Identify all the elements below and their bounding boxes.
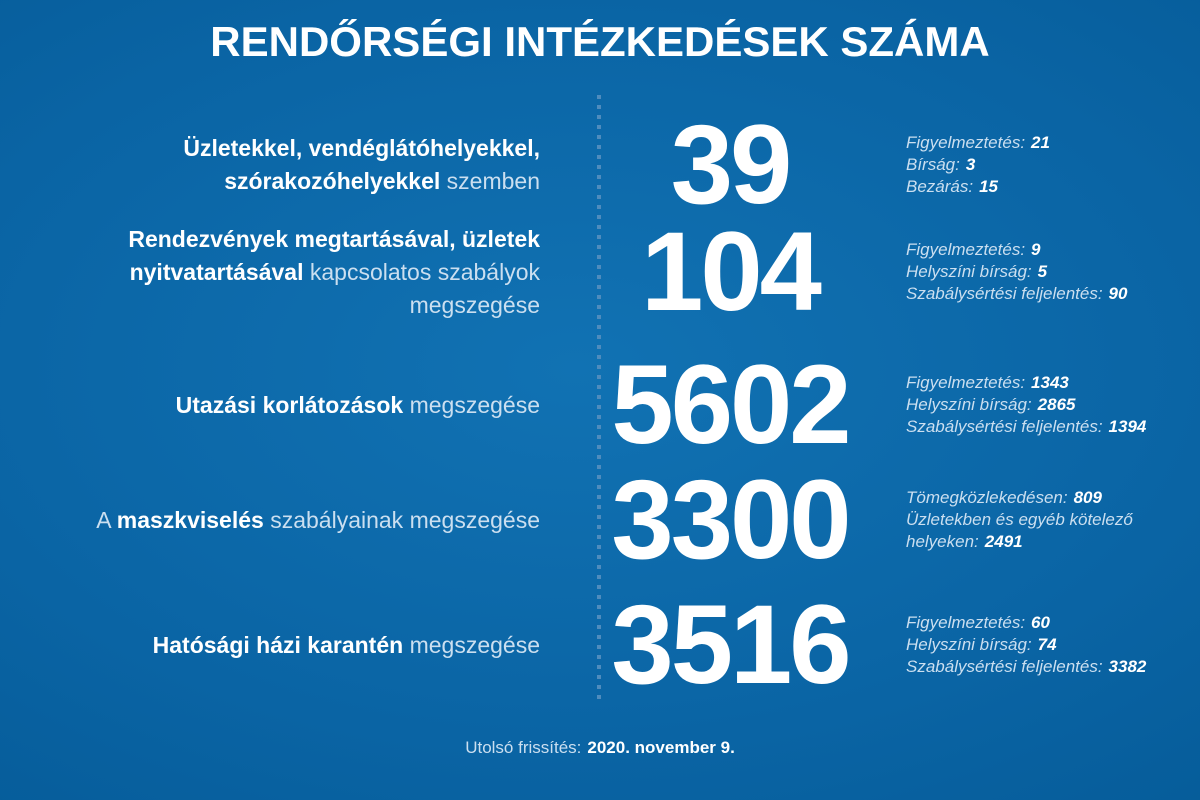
last-updated-label: Utolsó frissítés:	[465, 738, 582, 757]
breakdown-value: 9	[1031, 240, 1041, 259]
breakdown-line: Bírság: 3	[906, 154, 1190, 176]
stat-value: 3300	[611, 457, 851, 582]
stat-row-masks: A maszkviselés szabályainak megszegése 3…	[0, 455, 1200, 585]
breakdown-label: Helyszíni bírság:	[906, 635, 1032, 654]
category-label: Utazási korlátozások megszegése	[0, 389, 570, 422]
stat-breakdown: Figyelmeztetés: 1343 Helyszíni bírság: 286…	[890, 372, 1190, 438]
breakdown-line: Helyszíni bírság: 5	[906, 261, 1190, 283]
breakdown-value: 15	[979, 177, 999, 196]
stat-breakdown: Figyelmeztetés: 60 Helyszíni bírság: 74 Sz…	[890, 612, 1190, 678]
breakdown-line: Szabálysértési feljelentés: 90	[906, 283, 1190, 305]
stat-row-shops: Üzletekkel, vendéglátóhelyekkel, szórako…	[0, 100, 1200, 230]
category-label-light: szabályainak megszegése	[263, 506, 540, 533]
breakdown-value: 90	[1108, 284, 1128, 303]
category-label-bold: Utazási korlátozások	[175, 391, 404, 418]
stat-value: 104	[641, 209, 822, 334]
category-label-light: megszegése	[403, 391, 540, 418]
breakdown-value: 60	[1031, 613, 1050, 632]
category-label-light: szemben	[440, 168, 540, 194]
breakdown-line: Bezárás: 15	[906, 176, 1190, 198]
stat-row-travel: Utazási korlátozások megszegése 5602 Fig…	[0, 340, 1200, 470]
breakdown-value: 3	[965, 155, 976, 174]
breakdown-label: Szabálysértési feljelentés:	[906, 657, 1103, 676]
breakdown-value: 809	[1073, 488, 1102, 507]
breakdown-label: Figyelmeztetés:	[906, 133, 1026, 152]
breakdown-line: Figyelmeztetés: 1343	[906, 372, 1190, 394]
stat-value: 5602	[611, 342, 851, 467]
breakdown-label: Helyszíni bírság:	[906, 262, 1032, 281]
breakdown-label: Tömegközlekedésen:	[906, 488, 1068, 507]
stat-breakdown: Tömegközlekedésen: 809 Üzletekben és egyé…	[890, 487, 1190, 553]
breakdown-label: Szabálysértési feljelentés:	[906, 417, 1103, 436]
category-label: Rendezvények megtartásával, üzletek nyit…	[0, 223, 570, 322]
breakdown-line: Üzletekben és egyéb kötelező helyeken: 24…	[906, 509, 1190, 553]
category-label: Hatósági házi karantén megszegése	[0, 629, 570, 662]
category-label: A maszkviselés szabályainak megszegése	[0, 504, 570, 537]
stat-value: 3516	[611, 582, 851, 707]
breakdown-line: Tömegközlekedésen: 809	[906, 487, 1190, 509]
stat-row-quarantine: Hatósági házi karantén megszegése 3516 F…	[0, 580, 1200, 710]
dotted-divider	[597, 95, 601, 701]
breakdown-value: 21	[1031, 133, 1050, 152]
breakdown-line: Figyelmeztetés: 21	[906, 132, 1190, 154]
category-label-light: A	[96, 506, 117, 533]
breakdown-line: Helyszíni bírság: 74	[906, 634, 1190, 656]
category-label-bold: Hatósági házi karantén	[152, 631, 404, 658]
stat-row-events: Rendezvények megtartásával, üzletek nyit…	[0, 207, 1200, 337]
breakdown-line: Szabálysértési feljelentés: 3382	[906, 656, 1190, 678]
breakdown-line: Helyszíni bírság: 2865	[906, 394, 1190, 416]
stat-breakdown: Figyelmeztetés: 9 Helyszíni bírság: 5 Szab…	[890, 239, 1190, 305]
breakdown-label: Figyelmeztetés:	[906, 613, 1026, 632]
category-label-bold: Rendezvények megtartásával, üzletek nyit…	[128, 225, 540, 285]
category-label-bold: maszkviselés	[116, 506, 264, 533]
page-title: RENDŐRSÉGI INTÉZKEDÉSEK SZÁMA	[210, 18, 990, 65]
breakdown-line: Figyelmeztetés: 60	[906, 612, 1190, 634]
breakdown-value: 5	[1037, 262, 1048, 281]
breakdown-value: 2865	[1037, 395, 1076, 414]
breakdown-value: 74	[1037, 635, 1057, 654]
breakdown-line: Figyelmeztetés: 9	[906, 239, 1190, 261]
breakdown-value: 2491	[984, 532, 1023, 551]
category-label: Üzletekkel, vendéglátóhelyekkel, szórako…	[0, 132, 570, 198]
stat-value: 39	[670, 102, 793, 227]
breakdown-label: Figyelmeztetés:	[906, 240, 1026, 259]
breakdown-value: 1343	[1031, 373, 1069, 392]
breakdown-value: 1394	[1108, 417, 1147, 436]
breakdown-label: Bírság:	[906, 155, 960, 174]
breakdown-value: 3382	[1108, 657, 1147, 676]
breakdown-line: Szabálysértési feljelentés: 1394	[906, 416, 1190, 438]
category-label-light: megszegése	[403, 631, 540, 658]
breakdown-label: Bezárás:	[906, 177, 974, 196]
breakdown-label: Figyelmeztetés:	[906, 373, 1026, 392]
breakdown-label: Helyszíni bírság:	[906, 395, 1032, 414]
last-updated: Utolsó frissítés: 2020. november 9.	[0, 738, 1200, 758]
category-label-light: kapcsolatos szabályok megszegése	[303, 258, 540, 318]
breakdown-label: Üzletekben és egyéb kötelező helyeken:	[906, 510, 1133, 551]
breakdown-label: Szabálysértési feljelentés:	[906, 284, 1103, 303]
stat-breakdown: Figyelmeztetés: 21 Bírság: 3 Bezárás: 15	[890, 132, 1190, 198]
last-updated-value: 2020. november 9.	[587, 738, 735, 757]
category-label-bold: Üzletekkel, vendéglátóhelyekkel, szórako…	[183, 135, 540, 194]
